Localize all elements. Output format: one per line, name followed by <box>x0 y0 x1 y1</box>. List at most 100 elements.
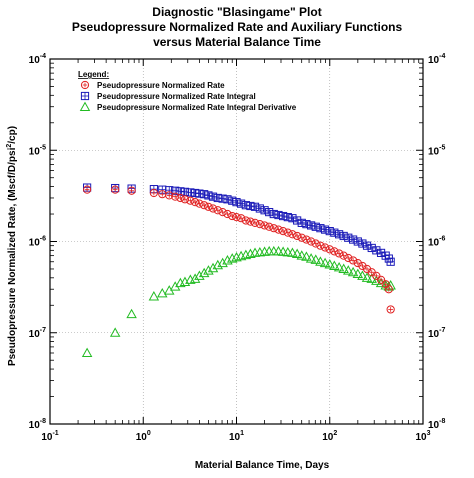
tick-label-exponent: -6 <box>439 236 445 243</box>
circle-point <box>311 239 320 248</box>
series-triangle <box>81 245 396 358</box>
triangle-point <box>357 270 368 280</box>
triangle-point <box>226 253 238 263</box>
tick-label-exponent: 3 <box>427 430 431 437</box>
x-tick-label: 10-1 <box>41 430 58 443</box>
triangle-point <box>324 259 335 269</box>
circle-point <box>325 245 334 254</box>
legend: Legend: Pseudopressure Normalized Rate Ps… <box>78 70 297 112</box>
y-tick-label-right: 10-4 <box>428 53 445 66</box>
circle-point <box>307 237 316 246</box>
legend-title: Legend: <box>78 70 109 79</box>
circle-point <box>344 253 353 263</box>
circle-point <box>349 256 358 265</box>
circle-point <box>165 191 174 200</box>
triangle-point <box>212 259 224 270</box>
circle-point <box>204 202 213 211</box>
triangle-point <box>277 246 289 256</box>
y-tick-label-right: 10-8 <box>428 418 445 431</box>
x-tick-label: 100 <box>136 430 151 443</box>
triangle-point <box>352 268 364 279</box>
y-tick-label-left: 10-5 <box>29 144 46 157</box>
circle-point <box>339 251 348 260</box>
chart-title-line-2: Pseudopressure Normalized Rate and Auxil… <box>72 20 403 34</box>
circle-point <box>213 206 222 215</box>
circle-point <box>218 207 227 217</box>
triangle-point <box>203 265 214 275</box>
triangle-point <box>217 257 228 268</box>
triangle-point <box>207 262 219 273</box>
circle-point <box>195 199 204 208</box>
x-tick-labels: 10-1 100 101 102 103 <box>41 430 430 443</box>
circle-point <box>335 249 344 258</box>
triangle-point <box>329 260 340 270</box>
tick-label-base: 10 <box>29 329 41 340</box>
tick-label-base: 10 <box>428 55 440 66</box>
circle-point <box>302 235 311 244</box>
triangle-point <box>315 256 326 266</box>
y-axis-label: Pseudopressure Normalized Rate, (Mscf/D/… <box>6 126 18 366</box>
circle-point <box>316 241 325 250</box>
x-tick-label: 101 <box>229 430 244 443</box>
triangle-point <box>347 266 359 277</box>
circle-point <box>283 228 292 237</box>
circle-point <box>223 209 232 219</box>
tick-label-exponent: -7 <box>40 327 46 334</box>
triangle-point <box>291 248 303 258</box>
tick-label-base: 10 <box>428 420 440 431</box>
tick-label-base: 10 <box>415 432 427 443</box>
circle-point <box>191 198 200 207</box>
triangle-point <box>222 255 233 265</box>
legend-label: Pseudopressure Normalized Rate Integral <box>97 92 256 101</box>
tick-label-exponent: -8 <box>439 418 445 425</box>
triangle-point <box>319 257 331 268</box>
tick-label-exponent: 0 <box>147 430 151 437</box>
circle-point <box>320 243 330 252</box>
circle-point <box>255 220 264 229</box>
tick-label-exponent: -7 <box>439 327 445 334</box>
triangle-point <box>109 327 121 337</box>
tick-label-exponent: -6 <box>40 236 46 243</box>
y-axis-label-superscript: 2 <box>6 144 13 148</box>
circle-point <box>200 201 209 210</box>
legend-label: Pseudopressure Normalized Rate <box>97 81 225 90</box>
tick-label-base: 10 <box>229 432 241 443</box>
y-tick-label-left: 10-6 <box>29 236 46 249</box>
circle-point <box>246 217 255 226</box>
circle-point <box>236 214 246 223</box>
y-axis-label-main: Pseudopressure Normalized Rate, (Mscf/D/… <box>7 147 18 366</box>
circle-point <box>186 196 195 205</box>
circle-point <box>176 193 185 203</box>
chart-title: Diagnostic "Blasingame" Plot Pseudopress… <box>72 5 403 49</box>
circle-point <box>228 211 237 221</box>
y-tick-label-right: 10-7 <box>428 327 445 340</box>
tick-label-exponent: -5 <box>40 144 46 151</box>
triangle-point <box>310 254 322 264</box>
circle-point <box>297 233 306 242</box>
data-series <box>81 183 396 358</box>
circle-point <box>260 221 269 230</box>
tick-label-base: 10 <box>322 432 334 443</box>
circle-point <box>353 258 362 268</box>
legend-label: Pseudopressure Normalized Rate Integral … <box>97 103 297 112</box>
plot-frame <box>49 58 424 425</box>
tick-label-base: 10 <box>428 329 440 340</box>
circle-point <box>288 230 297 239</box>
x-tick-label: 103 <box>415 430 430 443</box>
circle-point <box>208 204 218 213</box>
triangle-point <box>343 265 354 275</box>
triangle-point <box>198 267 210 278</box>
triangle-point <box>371 275 382 285</box>
circle-point <box>384 285 393 294</box>
circle-point <box>149 188 158 198</box>
triangle-point <box>81 347 93 358</box>
tick-label-exponent: 2 <box>333 430 337 437</box>
y-axis-label-suffix: /cp) <box>7 126 18 144</box>
x-tick-label: 102 <box>322 430 337 443</box>
legend-marker-circle <box>80 80 90 90</box>
gridlines <box>50 59 423 424</box>
tick-label-base: 10 <box>29 146 41 157</box>
y-tick-label-left: 10-4 <box>29 53 46 66</box>
circle-point <box>293 231 302 241</box>
triangle-point <box>148 291 160 301</box>
